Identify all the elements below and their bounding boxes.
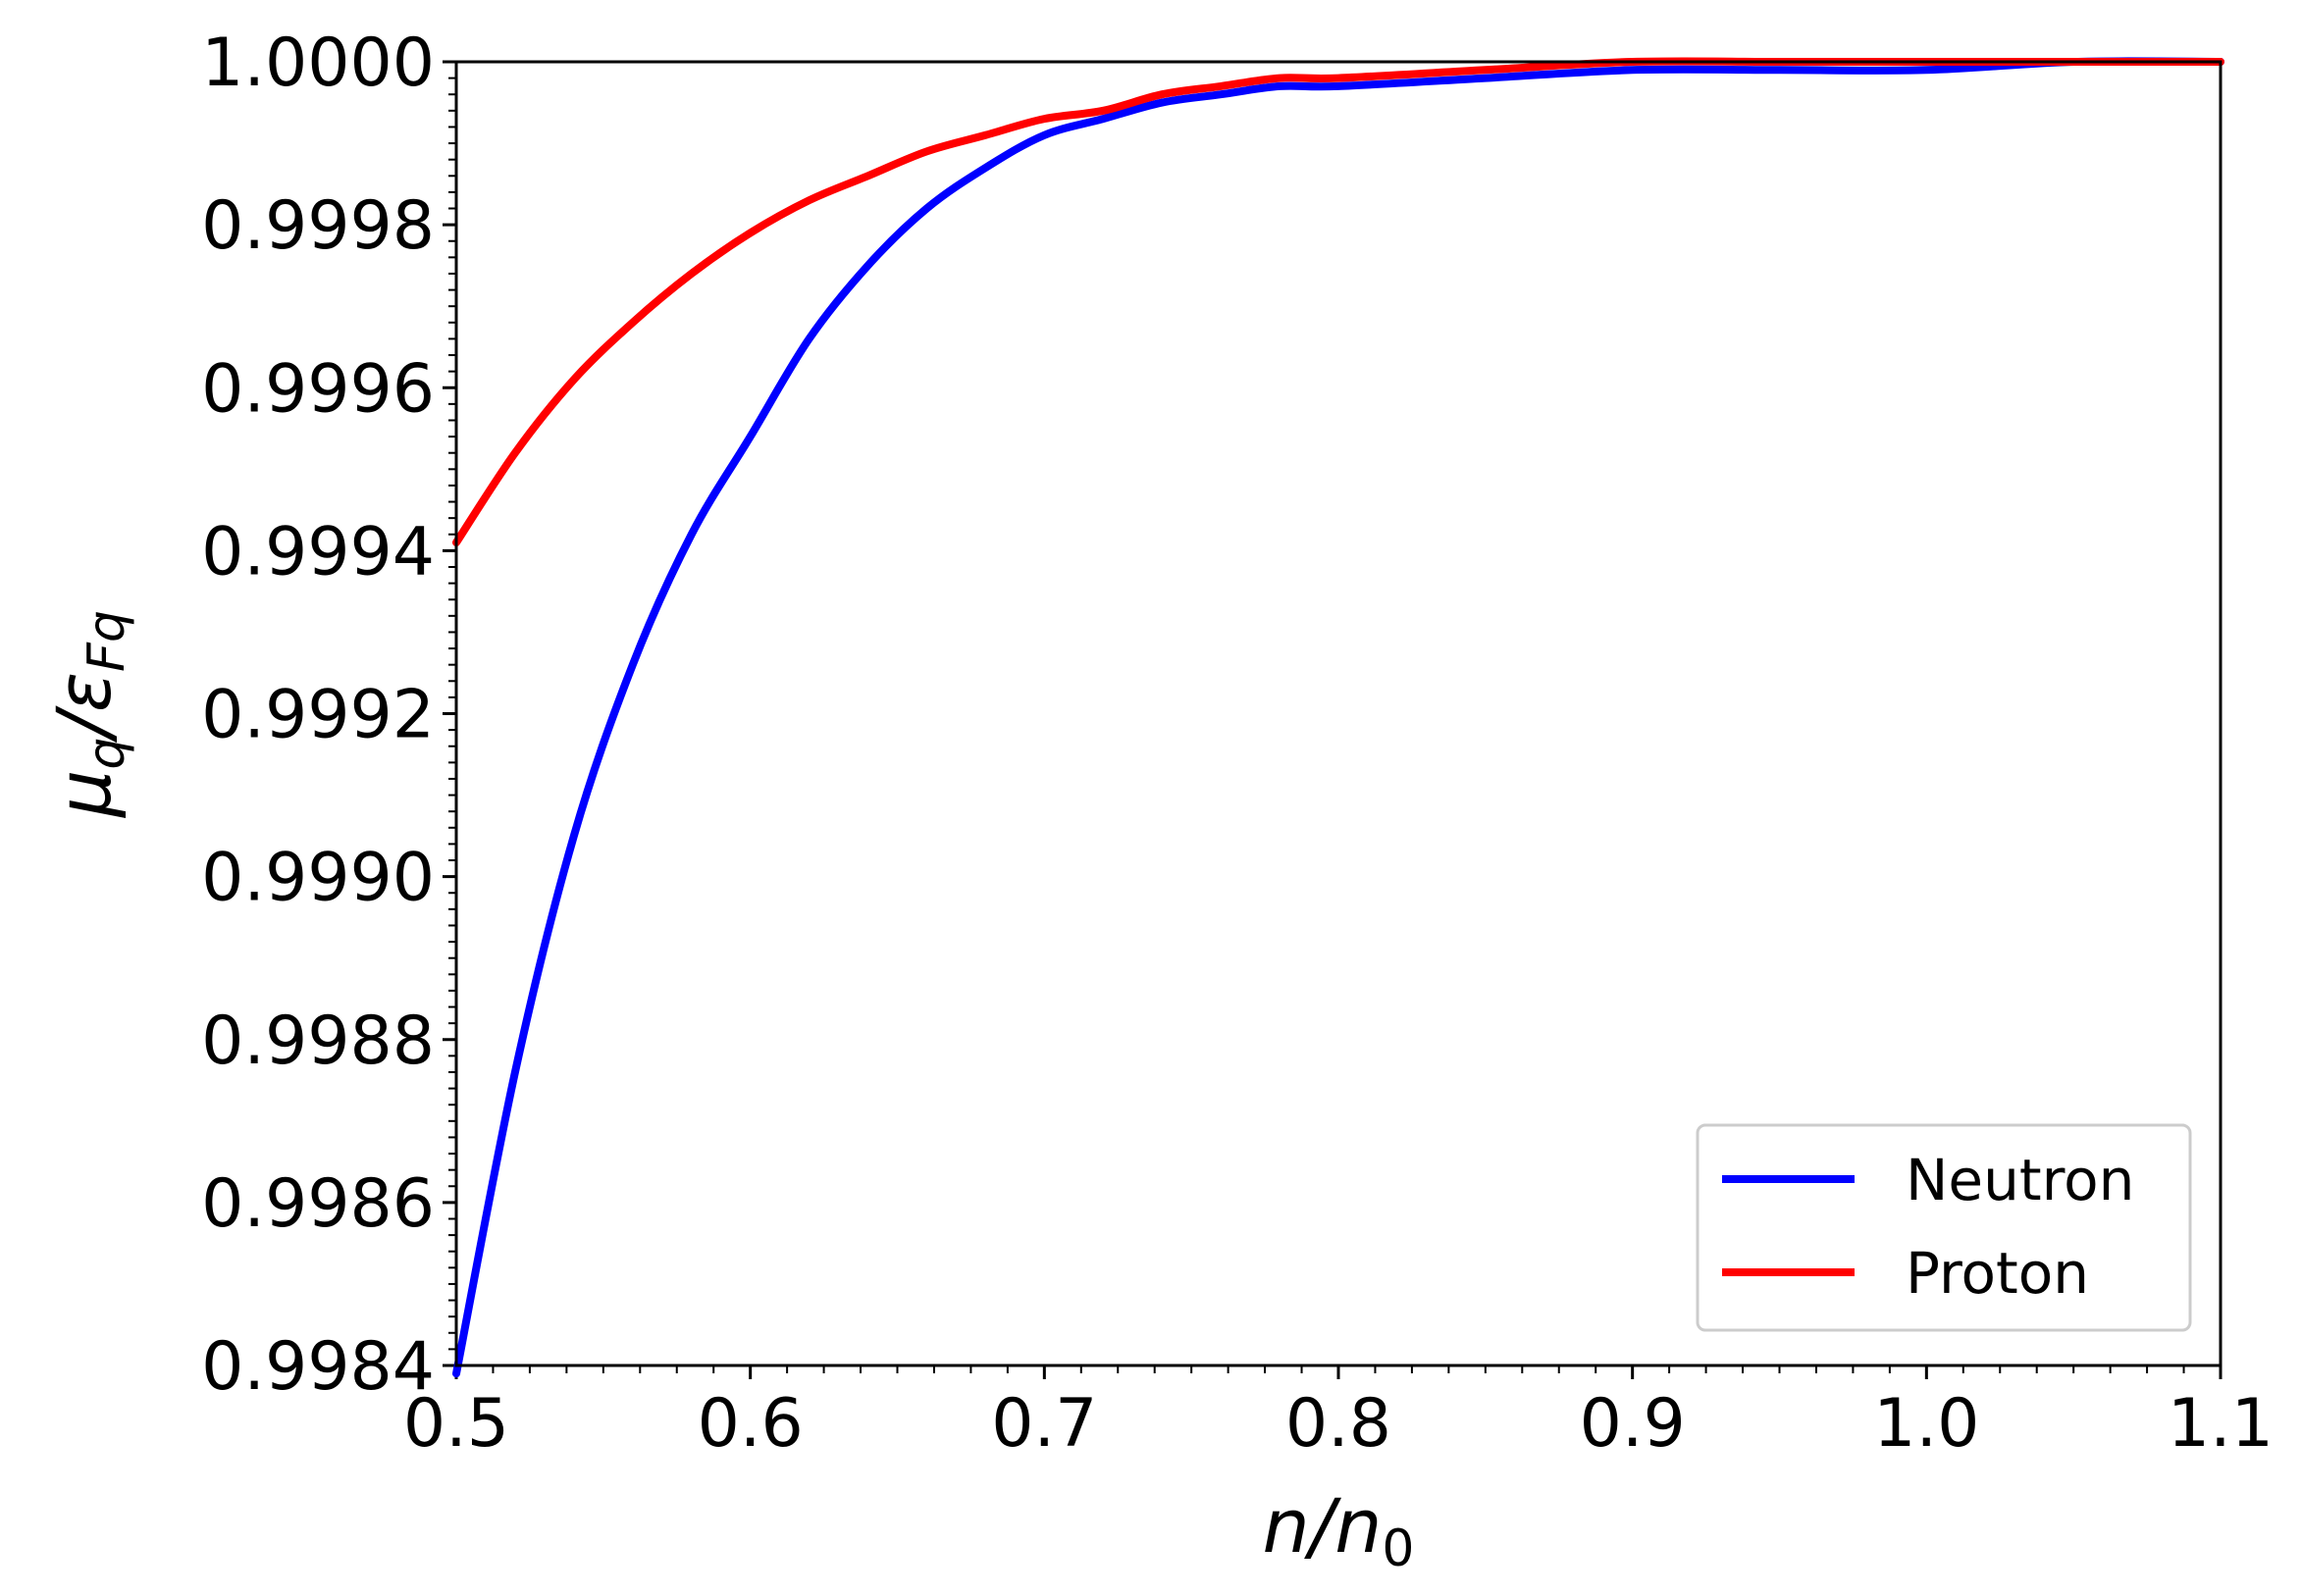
series-line-neutron bbox=[452, 57, 2224, 1378]
y-tick-label: 0.9992 bbox=[201, 677, 435, 754]
y-tick-label: 0.9990 bbox=[201, 840, 435, 917]
series-line-proton bbox=[452, 57, 2224, 547]
y-tick-label: 0.9996 bbox=[201, 350, 435, 428]
legend-label-neutron: Neutron bbox=[1906, 1147, 2134, 1213]
y-tick-label: 0.9994 bbox=[201, 513, 435, 591]
legend-label-proton: Proton bbox=[1906, 1240, 2089, 1307]
y-tick-labels: 0.9984 0.9986 0.9988 0.9990 0.9992 0.9994 0.99… bbox=[201, 25, 435, 1406]
x-tick-label: 0.7 bbox=[991, 1385, 1097, 1463]
y-tick-label: 0.9988 bbox=[201, 1003, 435, 1080]
legend: Neutron Proton bbox=[1696, 1123, 2192, 1332]
x-tick-label: 0.9 bbox=[1580, 1385, 1686, 1463]
y-tick-label: 1.0000 bbox=[201, 25, 435, 102]
y-tick-label: 0.9998 bbox=[201, 187, 435, 265]
x-tick-label: 0.6 bbox=[698, 1385, 804, 1463]
x-axis-title: n/n0 bbox=[1262, 1482, 1414, 1578]
x-tick-label: 0.5 bbox=[403, 1385, 509, 1463]
y-tick-label: 0.9984 bbox=[201, 1328, 435, 1406]
x-tick-label: 1.0 bbox=[1873, 1385, 1979, 1463]
x-tick-labels: 0.5 0.6 0.7 0.8 0.9 1.0 1.1 bbox=[403, 1385, 2274, 1463]
y-tick-label: 0.9986 bbox=[201, 1165, 435, 1243]
x-tick-label: 0.8 bbox=[1285, 1385, 1391, 1463]
y-axis-title: μq/εFq bbox=[40, 610, 136, 818]
plot-frame bbox=[454, 60, 2223, 1367]
x-tick-label: 1.1 bbox=[2168, 1385, 2274, 1463]
